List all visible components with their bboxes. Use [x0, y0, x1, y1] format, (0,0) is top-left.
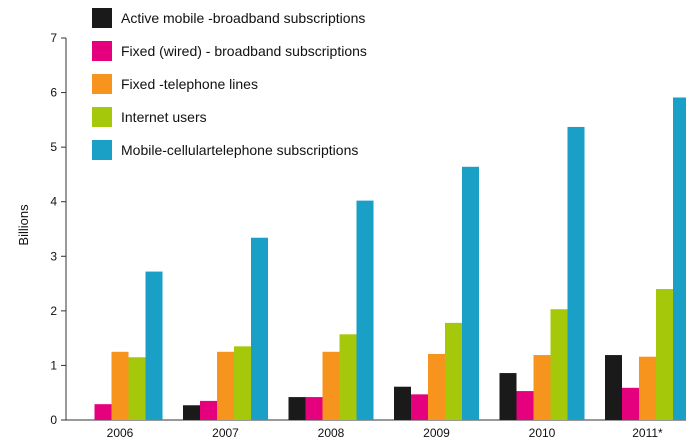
- legend: Active mobile -broadband subscriptions Fi…: [92, 8, 367, 160]
- bar: [111, 351, 129, 420]
- bar: [622, 387, 639, 420]
- legend-swatch: [92, 140, 112, 160]
- bar: [200, 400, 217, 420]
- legend-swatch: [92, 41, 112, 61]
- bar: [516, 391, 534, 420]
- bar: [428, 353, 445, 420]
- x-tick-label: 2009: [423, 426, 450, 440]
- bar: [394, 386, 411, 420]
- bar: [251, 237, 268, 420]
- y-axis: 0 1 2 3 4 5 6 7: [50, 31, 67, 427]
- y-tick-label: 0: [50, 413, 57, 427]
- x-tick-label: 2008: [318, 426, 345, 440]
- legend-swatch: [92, 8, 112, 28]
- bar: [499, 373, 517, 420]
- bar: [533, 355, 551, 420]
- y-tick-label: 6: [50, 86, 57, 100]
- y-axis-title: Billions: [16, 204, 31, 246]
- bar: [288, 397, 306, 420]
- legend-swatch: [92, 107, 112, 127]
- legend-label: Active mobile -broadband subscriptions: [121, 10, 365, 26]
- bar: [656, 289, 673, 420]
- x-axis: 2006 2007 2008 2009 2010 2011*: [66, 419, 686, 440]
- bar: [145, 271, 163, 420]
- legend-label: Internet users: [121, 109, 207, 125]
- x-tick-label: 2010: [529, 426, 556, 440]
- legend-label: Fixed (wired) - broadband subscriptions: [121, 43, 367, 59]
- bar: [605, 355, 622, 420]
- bar: [322, 351, 340, 420]
- y-tick-label: 4: [50, 195, 57, 209]
- bar: [550, 309, 568, 420]
- y-tick-label: 1: [50, 358, 57, 372]
- bar: [462, 166, 479, 420]
- x-tick-label: 2006: [107, 426, 134, 440]
- x-tick-label: 2007: [212, 426, 239, 440]
- legend-label: Fixed -telephone lines: [121, 76, 258, 92]
- y-tick-label: 7: [50, 31, 57, 45]
- bars: [94, 97, 686, 421]
- y-tick-label: 3: [50, 249, 57, 263]
- x-tick-label: 2011*: [632, 426, 663, 440]
- bar: [128, 357, 146, 420]
- legend-label: Mobile-cellulartelephone subscriptions: [121, 142, 358, 158]
- bar: [339, 334, 357, 420]
- bar: [639, 356, 656, 420]
- bar: [217, 351, 234, 420]
- bar: [356, 200, 374, 420]
- bar: [411, 394, 428, 420]
- bar: [94, 404, 112, 420]
- bar: [183, 405, 200, 420]
- legend-swatch: [92, 74, 112, 94]
- bar: [305, 397, 323, 420]
- bar: [445, 322, 462, 420]
- bar: [234, 346, 251, 420]
- bar: [673, 97, 686, 421]
- y-tick-label: 2: [50, 304, 57, 318]
- bar: [567, 126, 585, 421]
- y-tick-label: 5: [50, 140, 57, 154]
